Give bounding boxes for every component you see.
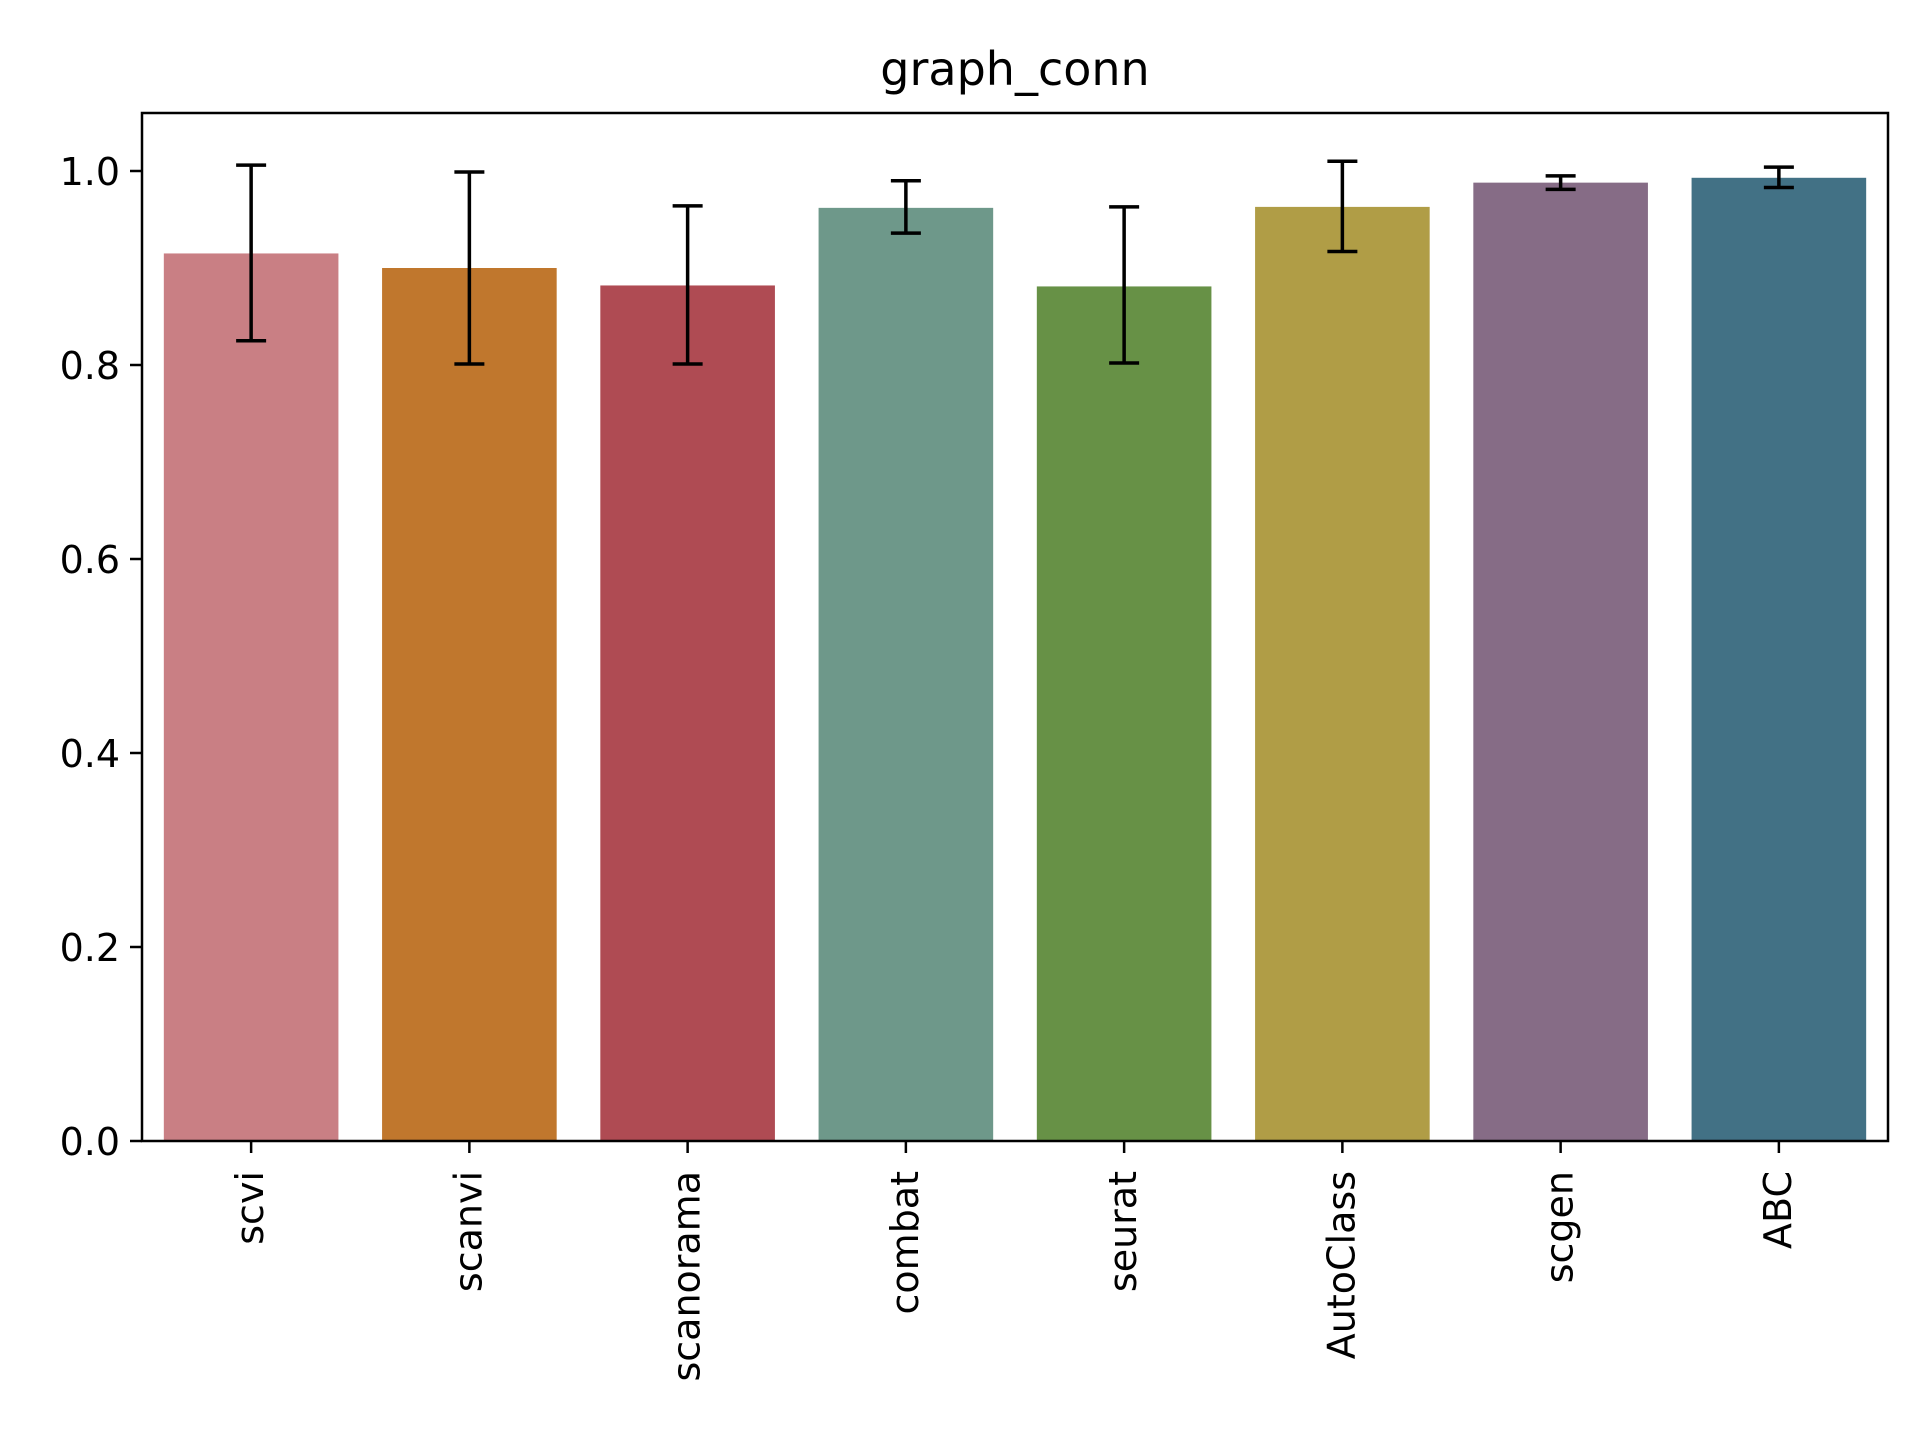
y-tick-label: 1.0 bbox=[60, 150, 120, 194]
bar-abc bbox=[1691, 177, 1867, 1142]
bars-group bbox=[163, 177, 1867, 1142]
bar-combat bbox=[818, 207, 994, 1142]
y-tick-label: 0.4 bbox=[60, 732, 120, 776]
x-tick-label: scgen bbox=[1538, 1171, 1582, 1283]
error-bar-scanvi bbox=[454, 170, 485, 366]
error-bar-scanorama bbox=[672, 204, 703, 366]
error-bars-group bbox=[236, 159, 1794, 366]
plot-frame bbox=[140, 111, 1890, 1143]
y-axis: 0.0 0.2 0.4 0.6 0.8 1.0 bbox=[60, 150, 142, 1164]
bar-scgen bbox=[1473, 182, 1648, 1141]
y-tick-label: 0.0 bbox=[60, 1120, 120, 1164]
y-tick-label: 0.2 bbox=[60, 926, 120, 970]
x-tick-label: scanvi bbox=[446, 1171, 490, 1292]
error-bar-seurat bbox=[1109, 205, 1140, 365]
x-axis: scvi scanvi scanorama combat seurat AutoClass… bbox=[228, 1141, 1800, 1382]
bar-scvi bbox=[163, 253, 339, 1141]
bar-scanorama bbox=[600, 285, 775, 1142]
x-tick-label: AutoClass bbox=[1319, 1171, 1363, 1359]
x-tick-label: seurat bbox=[1101, 1171, 1145, 1292]
bar-scanvi bbox=[382, 268, 557, 1141]
error-bar-scgen bbox=[1545, 174, 1576, 192]
y-tick-label: 0.8 bbox=[60, 344, 120, 388]
error-bar-abc bbox=[1763, 165, 1794, 190]
x-tick-label: combat bbox=[883, 1171, 927, 1314]
x-tick-label: scvi bbox=[228, 1171, 272, 1245]
error-bar-autoclass bbox=[1327, 159, 1358, 254]
x-tick-label: ABC bbox=[1756, 1171, 1800, 1249]
error-bar-combat bbox=[890, 178, 921, 235]
bar-seurat bbox=[1036, 286, 1212, 1141]
chart-title: graph_conn bbox=[880, 42, 1149, 96]
y-tick-label: 0.6 bbox=[60, 538, 120, 582]
x-tick-label: scanorama bbox=[665, 1171, 709, 1382]
bar-autoclass bbox=[1255, 206, 1430, 1141]
error-bar-scvi bbox=[236, 163, 267, 343]
